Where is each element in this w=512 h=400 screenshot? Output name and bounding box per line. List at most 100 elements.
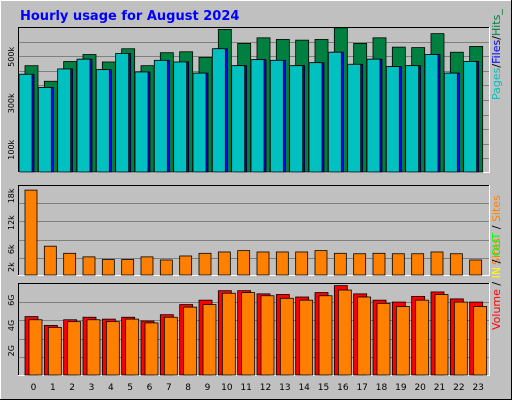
bar-sites-7 <box>159 259 173 276</box>
legend-entry: Files <box>490 39 503 63</box>
bar-sites-19 <box>395 306 410 376</box>
x-tick-label: 10 <box>221 383 233 393</box>
x-tick-label: 8 <box>185 383 191 393</box>
bar-sites-18 <box>376 302 391 376</box>
x-tick-label: 6 <box>147 383 153 393</box>
chart-title: Hourly usage for August 2024 <box>20 9 239 24</box>
bar-pages-0 <box>18 73 33 173</box>
bar-pages-17 <box>347 63 362 173</box>
y-tick-label: 6k <box>7 244 16 254</box>
bar-pages-16 <box>327 51 342 173</box>
legend-entry: Sites <box>490 195 503 222</box>
bar-pages-15 <box>308 62 323 173</box>
bar-sites-21 <box>434 294 449 376</box>
x-tick-label: 1 <box>50 383 56 393</box>
x-tick-label: 9 <box>205 383 211 393</box>
bar-pages-8 <box>173 61 188 173</box>
x-tick-label: 0 <box>31 383 37 393</box>
plots-container: 100k300k500kPages/Files/Hits_2k6k12k18kS… <box>7 9 503 393</box>
legend: Volume / IN / OUT / Sites <box>490 195 503 330</box>
bar-sites-5 <box>121 259 135 276</box>
bar-sites-14 <box>295 251 309 276</box>
bar-sites-2 <box>67 321 82 376</box>
bar-sites-18 <box>372 252 386 276</box>
y-tick-label: 12k <box>7 215 16 230</box>
bar-sites-1 <box>47 326 62 376</box>
bar-pages-4 <box>95 69 110 173</box>
bar-sites-23 <box>469 259 483 276</box>
x-tick-label: 15 <box>318 383 329 393</box>
bar-sites-22 <box>449 253 463 276</box>
panel-1: 2k 6k 12k 18k Sites <box>7 185 503 276</box>
x-tick-label: 23 <box>472 383 483 393</box>
bar-sites-23 <box>473 306 488 376</box>
x-tick-label: 4 <box>108 383 114 393</box>
bar-sites-17 <box>353 253 367 276</box>
y-tick-label: 2G <box>7 345 16 356</box>
bar-sites-8 <box>183 306 198 376</box>
bar-pages-22 <box>443 72 458 173</box>
bar-sites-16 <box>337 289 352 376</box>
bar-pages-2 <box>57 68 72 173</box>
x-tick-label: 17 <box>356 383 367 393</box>
y-tick-label: 6G <box>7 295 16 306</box>
bar-sites-22 <box>453 301 468 376</box>
legend-entry: IN <box>490 267 503 278</box>
x-tick-label: 3 <box>89 383 95 393</box>
y-tick-label: 500k <box>7 47 16 67</box>
legend-entry: / <box>490 256 503 267</box>
bar-pages-18 <box>366 58 381 173</box>
bar-pages-10 <box>211 48 226 173</box>
x-tick-label: 2 <box>69 383 75 393</box>
bar-sites-1 <box>43 245 57 276</box>
bar-sites-10 <box>221 292 236 376</box>
bar-sites-4 <box>101 259 115 276</box>
bar-sites-9 <box>202 304 217 376</box>
bar-sites-13 <box>279 297 294 376</box>
bar-sites-13 <box>275 251 289 276</box>
bar-sites-17 <box>357 296 372 376</box>
x-tick-label: 12 <box>260 383 271 393</box>
bar-pages-11 <box>231 65 246 173</box>
bar-sites-4 <box>105 321 120 376</box>
bar-pages-12 <box>250 59 265 173</box>
bar-sites-2 <box>63 252 77 276</box>
legend: Sites <box>490 238 503 265</box>
x-tick-label: 7 <box>166 383 172 393</box>
y-tick-label: 100k <box>7 139 16 159</box>
bar-sites-20 <box>411 253 425 276</box>
bar-pages-21 <box>424 54 439 173</box>
bar-sites-15 <box>318 295 333 376</box>
y-tick-label: 300k <box>7 93 16 113</box>
x-tick-label: 5 <box>127 383 133 393</box>
bar-pages-6 <box>134 71 149 173</box>
bar-sites-9 <box>198 252 212 276</box>
bar-pages-19 <box>385 66 400 173</box>
legend-entry: / <box>490 278 503 289</box>
bar-sites-0 <box>28 319 43 376</box>
bar-sites-19 <box>391 253 405 276</box>
x-tick-label: 21 <box>434 383 445 393</box>
bar-sites-21 <box>430 251 444 276</box>
legend-entry: Sites <box>490 238 503 265</box>
y-tick-label: 4G <box>7 320 16 331</box>
bar-pages-7 <box>153 59 168 173</box>
bar-sites-15 <box>314 250 328 276</box>
bar-sites-12 <box>256 251 270 276</box>
legend-entry: / <box>490 36 503 40</box>
bar-pages-23 <box>463 61 478 173</box>
bar-pages-5 <box>115 52 130 173</box>
bar-sites-8 <box>179 255 193 276</box>
bar-sites-6 <box>140 256 154 276</box>
x-tick-label: 19 <box>395 383 407 393</box>
bar-pages-9 <box>192 72 207 173</box>
x-tick-label: 11 <box>240 383 251 393</box>
bar-sites-7 <box>163 316 178 376</box>
bar-pages-14 <box>289 65 304 173</box>
x-tick-label: 14 <box>298 383 310 393</box>
bar-sites-6 <box>144 322 159 376</box>
bar-sites-14 <box>299 299 314 376</box>
